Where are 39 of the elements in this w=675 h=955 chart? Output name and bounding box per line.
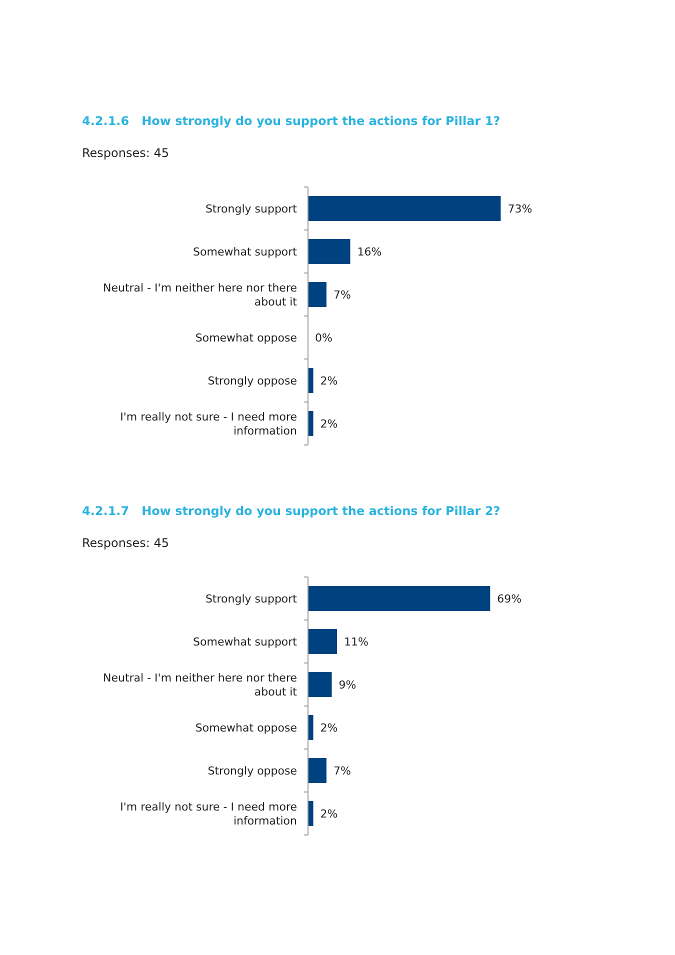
y-tick-label: Somewhat support bbox=[193, 245, 298, 258]
data-label: 2% bbox=[320, 807, 338, 820]
y-tick-label: Somewhat oppose bbox=[195, 721, 298, 734]
data-label: 7% bbox=[333, 288, 351, 302]
chart-title: 4.2.1.7 How strongly do you support the actions for Pillar 2? bbox=[82, 504, 500, 518]
bar bbox=[308, 586, 490, 611]
data-label: 2% bbox=[320, 374, 338, 388]
bar bbox=[308, 282, 326, 307]
data-label: 0% bbox=[315, 331, 332, 344]
y-tick-label: Somewhat support bbox=[193, 635, 298, 648]
y-tick-label: Somewhat oppose bbox=[195, 331, 298, 344]
text: Responses: 45 bbox=[82, 146, 170, 160]
bar bbox=[308, 368, 314, 393]
data-label: 16% bbox=[357, 245, 382, 258]
y-tick-label: Neutral - I'm neither here nor there about it bbox=[102, 671, 298, 698]
y-tick-label: I'm really not sure - I need more information bbox=[120, 410, 298, 438]
data-label: 69% bbox=[497, 592, 522, 606]
chart-title: 4.2.1.6 How strongly do you support the actions for Pillar 1? bbox=[82, 114, 500, 128]
data-label: 2% bbox=[320, 417, 338, 430]
data-label: 73% bbox=[508, 202, 532, 216]
y-tick-label: I'm really not sure - I need more information bbox=[120, 800, 298, 828]
y-tick-label: Neutral - I'm neither here nor there about it bbox=[102, 281, 298, 308]
y-tick-label: Strongly oppose bbox=[208, 764, 298, 778]
bar bbox=[308, 239, 350, 264]
bar bbox=[308, 672, 332, 697]
bar bbox=[308, 801, 314, 826]
data-label: 2% bbox=[320, 721, 338, 734]
y-tick-label: Strongly support bbox=[205, 202, 298, 216]
bar bbox=[308, 196, 501, 221]
bar bbox=[308, 629, 338, 654]
bar bbox=[308, 411, 314, 436]
data-label: 11% bbox=[344, 635, 368, 648]
bar bbox=[308, 715, 314, 740]
data-label: 7% bbox=[333, 764, 351, 778]
bar bbox=[308, 758, 326, 783]
data-label: 9% bbox=[338, 678, 356, 692]
y-tick-label: Strongly oppose bbox=[208, 374, 298, 388]
text: Responses: 45 bbox=[82, 536, 170, 550]
y-tick-label: Strongly support bbox=[205, 592, 298, 606]
